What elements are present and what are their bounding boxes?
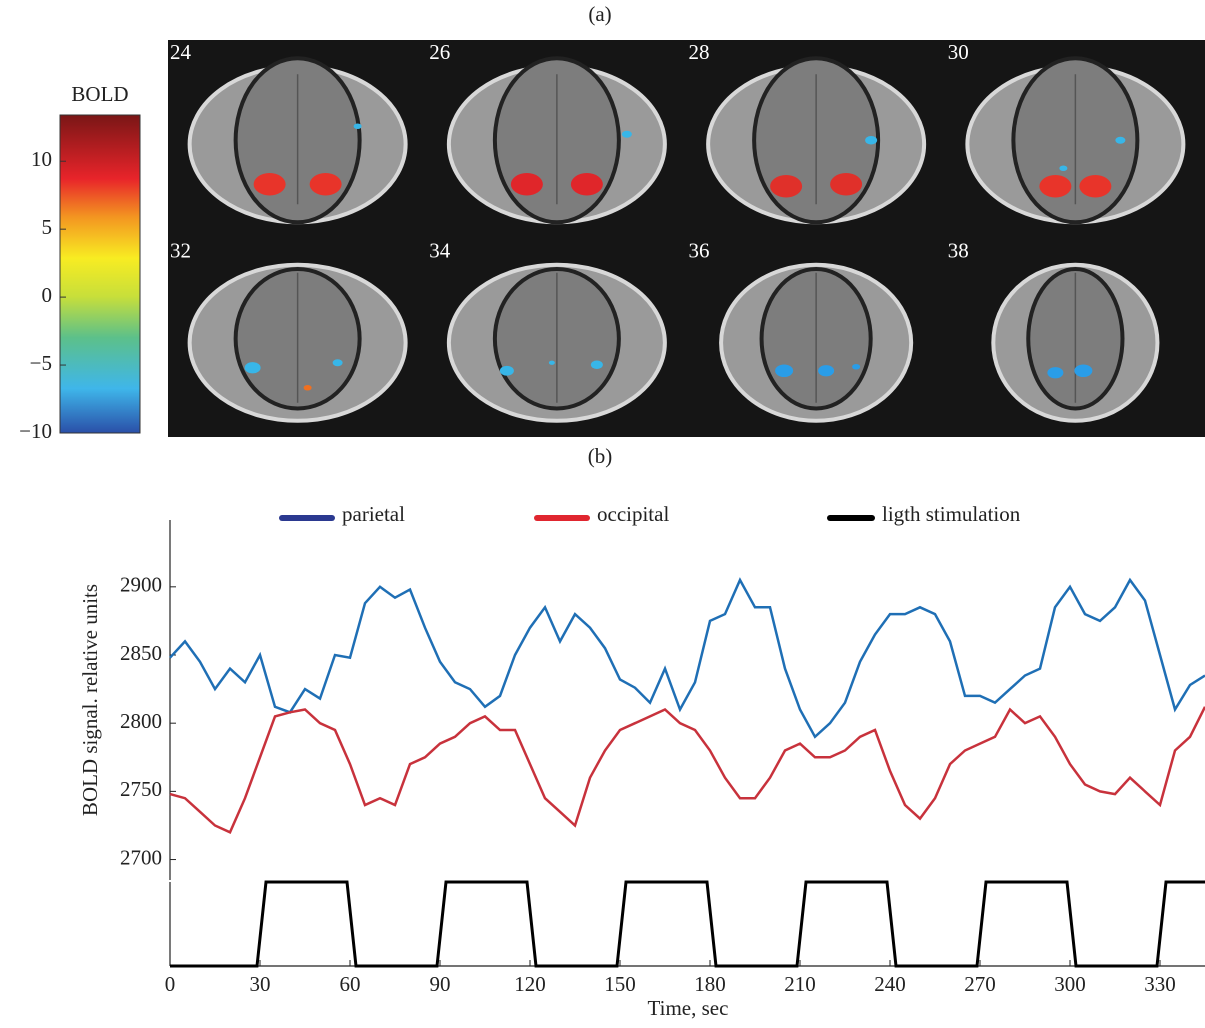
activation xyxy=(332,359,343,367)
colorbar-tick-label: 0 xyxy=(42,283,53,307)
activation xyxy=(1074,364,1093,378)
activation xyxy=(253,173,286,196)
brain-slices: 24 26 28 30 32 34 36 38 xyxy=(168,40,1205,437)
legend-label: parietal xyxy=(342,502,405,526)
x-tick-label: 30 xyxy=(250,972,271,996)
activation xyxy=(303,384,312,391)
activation xyxy=(865,136,878,145)
activation xyxy=(499,365,514,376)
x-tick-label: 120 xyxy=(514,972,546,996)
colorbar-tick-label: 5 xyxy=(42,215,53,239)
x-tick-label: 330 xyxy=(1144,972,1176,996)
slice-label: 26 xyxy=(429,40,450,64)
activation xyxy=(775,364,794,378)
slice-label: 24 xyxy=(170,40,192,64)
x-tick-label: 0 xyxy=(165,972,176,996)
colorbar-tick-label: −10 xyxy=(19,419,52,443)
activation xyxy=(570,173,603,196)
slice-label: 38 xyxy=(948,238,969,262)
activation xyxy=(1039,175,1072,198)
y-axis-label: BOLD signal. relative units xyxy=(78,584,102,816)
slice-label: 28 xyxy=(689,40,710,64)
series-line xyxy=(169,577,1205,739)
y-tick-label: 2800 xyxy=(120,709,162,733)
panel-label: (b) xyxy=(588,444,613,468)
slice-label: 30 xyxy=(948,40,969,64)
activation xyxy=(353,123,362,130)
panel-label: (a) xyxy=(588,2,611,26)
activation xyxy=(309,173,342,196)
colorbar-tick-label: −5 xyxy=(30,351,52,375)
activation xyxy=(1079,175,1112,198)
activation xyxy=(1115,136,1126,144)
legend-label: occipital xyxy=(597,502,669,526)
x-tick-label: 240 xyxy=(874,972,906,996)
slice-label: 32 xyxy=(170,238,191,262)
slice-label: 34 xyxy=(429,238,451,262)
activation xyxy=(1059,165,1068,172)
activation xyxy=(818,365,835,377)
y-tick-label: 2850 xyxy=(120,641,162,665)
x-tick-label: 210 xyxy=(784,972,816,996)
x-tick-label: 270 xyxy=(964,972,996,996)
y-tick-label: 2750 xyxy=(120,777,162,801)
y-tick-label: 2900 xyxy=(120,573,162,597)
activation xyxy=(852,363,861,370)
x-axis-label: Time, sec xyxy=(648,996,729,1020)
x-tick-label: 150 xyxy=(604,972,636,996)
activation xyxy=(548,360,555,365)
series-line xyxy=(170,880,1205,968)
x-tick-label: 90 xyxy=(430,972,451,996)
series-line xyxy=(169,706,1205,834)
colorbar-tick-label: 10 xyxy=(31,147,52,171)
activation xyxy=(510,173,543,196)
legend-label: ligth stimulation xyxy=(882,502,1021,526)
activation xyxy=(1047,367,1064,379)
x-tick-label: 60 xyxy=(340,972,361,996)
activation xyxy=(770,175,803,198)
activation xyxy=(244,362,261,374)
x-tick-label: 180 xyxy=(694,972,726,996)
slice-label: 36 xyxy=(689,238,710,262)
colorbar xyxy=(59,114,141,434)
x-tick-label: 300 xyxy=(1054,972,1086,996)
activation xyxy=(621,130,632,138)
activation xyxy=(830,173,863,196)
colorbar-title: BOLD xyxy=(71,82,128,106)
y-tick-label: 2700 xyxy=(120,845,162,869)
activation xyxy=(590,360,603,369)
